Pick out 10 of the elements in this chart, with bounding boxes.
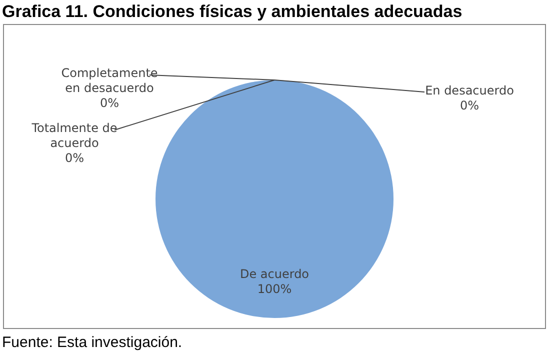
chart-title: Grafica 11. Condiciones físicas y ambientales adecuadas bbox=[2, 2, 462, 22]
category-label: Totalmente de acuerdo bbox=[32, 121, 118, 150]
source-note: Fuente: Esta investigación. bbox=[2, 334, 182, 351]
text: 0% bbox=[460, 98, 480, 113]
data-label: 100% bbox=[257, 282, 292, 296]
category-label: En desacuerdo bbox=[425, 84, 514, 98]
text: 0% bbox=[100, 96, 120, 110]
slice-label: De acuerdo bbox=[240, 266, 310, 281]
category-label: Completamente en desacuerdo bbox=[61, 66, 158, 96]
text: 0% bbox=[64, 151, 84, 166]
